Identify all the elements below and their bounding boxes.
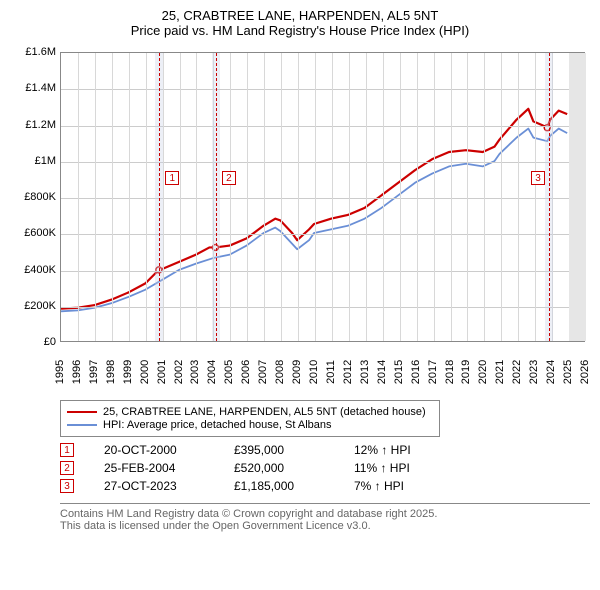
chart-plot: 1 2 3	[60, 52, 585, 342]
x-axis-label: 2000	[139, 352, 151, 392]
x-axis-label: 2022	[511, 352, 523, 392]
y-axis-label: £600K	[24, 227, 56, 239]
x-axis-label: 2007	[257, 352, 269, 392]
y-axis-label: £200K	[24, 300, 56, 312]
x-axis-label: 2003	[189, 352, 201, 392]
x-axis-label: 1997	[88, 352, 100, 392]
chart-event-marker-3: 3	[531, 171, 545, 185]
x-axis-label: 2008	[274, 352, 286, 392]
x-axis-label: 2011	[325, 352, 337, 392]
x-axis-label: 2015	[393, 352, 405, 392]
legend-box: 25, CRABTREE LANE, HARPENDEN, AL5 5NT (d…	[60, 400, 440, 437]
y-axis-label: £1M	[35, 155, 56, 167]
x-axis-label: 2019	[460, 352, 472, 392]
page-container: 25, CRABTREE LANE, HARPENDEN, AL5 5NT Pr…	[0, 0, 600, 590]
event-pct: 7% ↑ HPI	[354, 479, 474, 493]
legend-swatch-red	[67, 411, 97, 414]
chart-event-marker-2: 2	[222, 171, 236, 185]
x-axis-label: 2001	[156, 352, 168, 392]
y-axis-label: £800K	[24, 191, 56, 203]
x-axis-label: 2012	[342, 352, 354, 392]
event-price: £520,000	[234, 461, 354, 475]
event-row: 2 25-FEB-2004 £520,000 11% ↑ HPI	[60, 461, 590, 475]
x-axis-label: 2024	[545, 352, 557, 392]
event-pct: 11% ↑ HPI	[354, 461, 474, 475]
event-marker-3: 3	[60, 479, 74, 493]
x-axis-label: 2021	[494, 352, 506, 392]
legend-label-1: 25, CRABTREE LANE, HARPENDEN, AL5 5NT (d…	[103, 406, 426, 418]
chart-title-block: 25, CRABTREE LANE, HARPENDEN, AL5 5NT Pr…	[10, 8, 590, 38]
x-axis-label: 2005	[223, 352, 235, 392]
x-axis-label: 2004	[206, 352, 218, 392]
event-pct: 12% ↑ HPI	[354, 443, 474, 457]
x-axis-label: 2010	[308, 352, 320, 392]
x-axis-label: 1996	[71, 352, 83, 392]
event-date: 25-FEB-2004	[104, 461, 234, 475]
x-axis-label: 2014	[376, 352, 388, 392]
event-row: 1 20-OCT-2000 £395,000 12% ↑ HPI	[60, 443, 590, 457]
chart-title-line1: 25, CRABTREE LANE, HARPENDEN, AL5 5NT	[10, 8, 590, 23]
x-axis-label: 2009	[291, 352, 303, 392]
footer-line2: This data is licensed under the Open Gov…	[60, 520, 590, 532]
y-axis-label: £1.4M	[25, 82, 56, 94]
x-axis-label: 2018	[444, 352, 456, 392]
x-axis-label: 1995	[54, 352, 66, 392]
x-axis-label: 2006	[240, 352, 252, 392]
event-price: £1,185,000	[234, 479, 354, 493]
x-axis-label: 2016	[410, 352, 422, 392]
y-axis-label: £400K	[24, 264, 56, 276]
x-axis-label: 2002	[173, 352, 185, 392]
y-axis-label: £1.2M	[25, 119, 56, 131]
x-axis-label: 2017	[427, 352, 439, 392]
y-axis-label: £0	[44, 336, 56, 348]
chart-title-line2: Price paid vs. HM Land Registry's House …	[10, 23, 590, 38]
footer-line1: Contains HM Land Registry data © Crown c…	[60, 508, 590, 520]
x-axis-label: 2020	[477, 352, 489, 392]
chart-area: 1 2 3 £0 £200K £400K £600K £800K £1M £1.2M £1.4M £…	[10, 42, 590, 392]
x-axis-label: 2025	[562, 352, 574, 392]
legend-row-2: HPI: Average price, detached house, St A…	[67, 419, 433, 431]
y-axis-label: £1.6M	[25, 46, 56, 58]
x-axis-label: 1998	[105, 352, 117, 392]
x-axis-label: 2026	[579, 352, 591, 392]
event-marker-1: 1	[60, 443, 74, 457]
chart-event-marker-1: 1	[165, 171, 179, 185]
event-date: 27-OCT-2023	[104, 479, 234, 493]
legend-label-2: HPI: Average price, detached house, St A…	[103, 419, 332, 431]
x-axis-label: 2013	[359, 352, 371, 392]
event-row: 3 27-OCT-2023 £1,185,000 7% ↑ HPI	[60, 479, 590, 493]
footer-box: Contains HM Land Registry data © Crown c…	[60, 503, 590, 532]
event-price: £395,000	[234, 443, 354, 457]
legend-swatch-blue	[67, 424, 97, 427]
legend-row-1: 25, CRABTREE LANE, HARPENDEN, AL5 5NT (d…	[67, 406, 433, 418]
x-axis-label: 2023	[528, 352, 540, 392]
x-axis-label: 1999	[122, 352, 134, 392]
event-marker-2: 2	[60, 461, 74, 475]
event-date: 20-OCT-2000	[104, 443, 234, 457]
events-table: 1 20-OCT-2000 £395,000 12% ↑ HPI 2 25-FE…	[60, 443, 590, 493]
chart-lines-svg	[61, 53, 584, 341]
